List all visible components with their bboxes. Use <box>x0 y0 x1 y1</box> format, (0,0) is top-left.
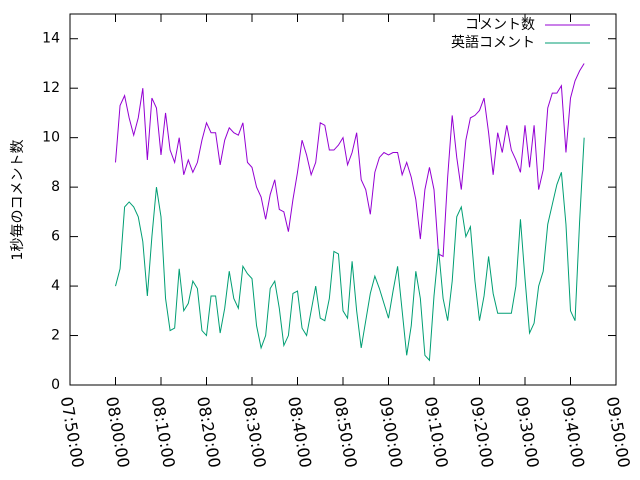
series-line <box>115 137 585 362</box>
series-line <box>115 63 585 258</box>
legend-label: 英語コメント <box>451 34 535 51</box>
x-tick-label: 09:50:00 <box>603 395 634 469</box>
x-tick-label: 09:10:00 <box>421 395 452 469</box>
y-tick-label: 6 <box>51 229 60 245</box>
x-tick-label: 09:40:00 <box>557 395 588 469</box>
y-axis-label: 1秒毎のコメント数 <box>10 140 26 261</box>
x-tick-label: 09:20:00 <box>466 395 497 469</box>
x-tick-label: 07:50:00 <box>57 395 88 469</box>
y-tick-label: 8 <box>51 179 60 195</box>
plot-frame <box>69 13 617 386</box>
x-tick-label: 09:30:00 <box>512 395 543 469</box>
x-tick-label: 08:40:00 <box>284 395 315 469</box>
x-tick-label: 08:50:00 <box>330 395 361 469</box>
y-tick-label: 4 <box>51 278 60 294</box>
x-tick-label: 08:30:00 <box>239 395 270 469</box>
y-tick-label: 2 <box>51 328 60 344</box>
y-tick-label: 10 <box>42 130 60 146</box>
x-tick-label: 08:00:00 <box>102 395 133 469</box>
legend-label: コメント数 <box>465 17 535 33</box>
y-tick-label: 0 <box>51 377 60 393</box>
y-tick-label: 14 <box>42 31 60 47</box>
x-tick-label: 09:00:00 <box>375 395 406 469</box>
y-tick-label: 12 <box>42 80 60 96</box>
x-tick-label: 08:20:00 <box>193 395 224 469</box>
x-tick-label: 08:10:00 <box>148 395 179 469</box>
